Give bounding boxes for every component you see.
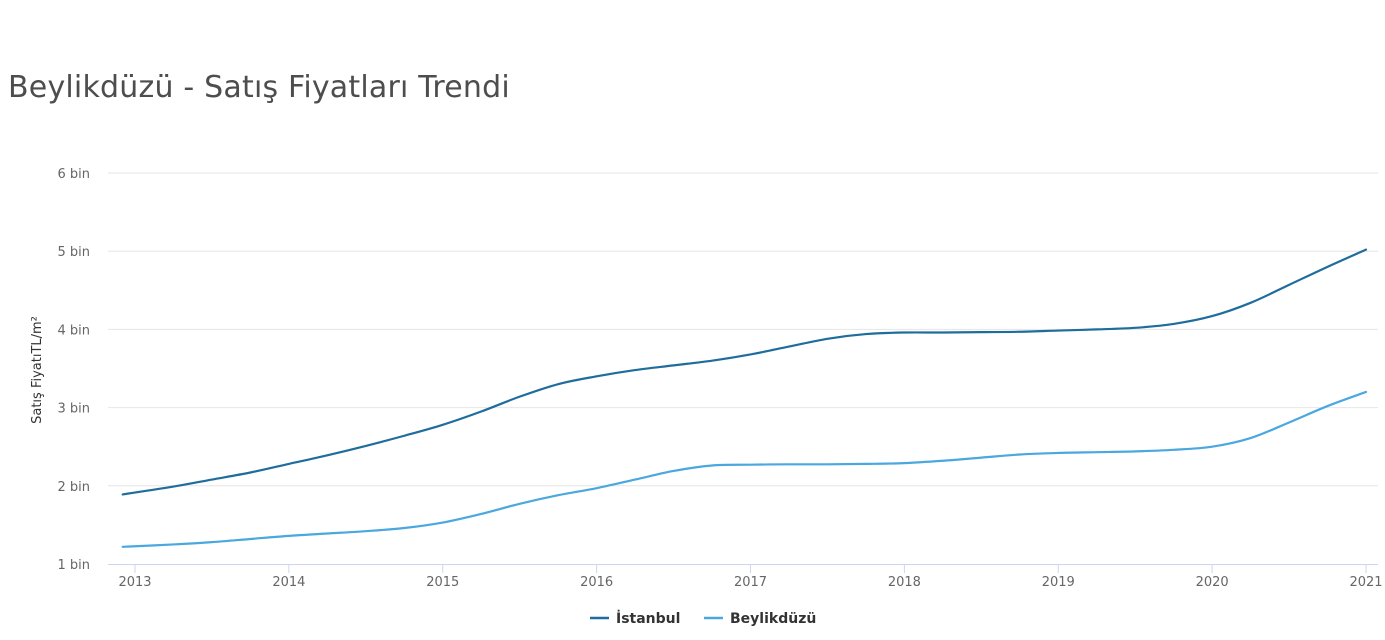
- y-tick-label: 2 bin: [57, 480, 90, 495]
- y-axis-label: Satış FiyatıTL/m²: [30, 316, 45, 424]
- x-tick-label: 2014: [272, 575, 305, 590]
- x-tick-label: 2015: [426, 575, 459, 590]
- x-axis-ticks: 2013 2014 2015 2016 2017 2018 2019 2020 2021: [118, 564, 1383, 590]
- series-line-0[interactable]: [121, 248, 1368, 496]
- y-tick-label: 4 bin: [57, 323, 90, 338]
- x-tick-label: 2018: [888, 575, 921, 590]
- legend-label: Beylikdüzü: [730, 611, 816, 627]
- x-tick-label: 2017: [734, 575, 767, 590]
- series-line-1[interactable]: [121, 390, 1368, 548]
- x-tick-label: 2019: [1042, 575, 1075, 590]
- x-tick-label: 2020: [1196, 575, 1229, 590]
- legend-item-0[interactable]: İstanbul: [590, 610, 680, 627]
- y-tick-label: 6 bin: [57, 167, 90, 182]
- chart-title: Beylikdüzü - Satış Fiyatları Trendi: [8, 70, 510, 105]
- x-tick-label: 2021: [1349, 575, 1382, 590]
- legend[interactable]: İstanbul Beylikdüzü: [590, 610, 816, 627]
- y-axis-ticks: 1 bin 2 bin 3 bin 4 bin 5 bin 6 bin: [57, 167, 90, 573]
- y-tick-label: 3 bin: [57, 402, 90, 417]
- grid-lines: [108, 172, 1378, 487]
- legend-label: İstanbul: [616, 610, 680, 627]
- x-tick-label: 2016: [580, 575, 613, 590]
- x-tick-label: 2013: [118, 575, 151, 590]
- legend-item-1[interactable]: Beylikdüzü: [704, 611, 816, 627]
- y-tick-label: 5 bin: [57, 245, 90, 260]
- series-lines: [121, 248, 1368, 548]
- y-tick-label: 1 bin: [57, 558, 90, 573]
